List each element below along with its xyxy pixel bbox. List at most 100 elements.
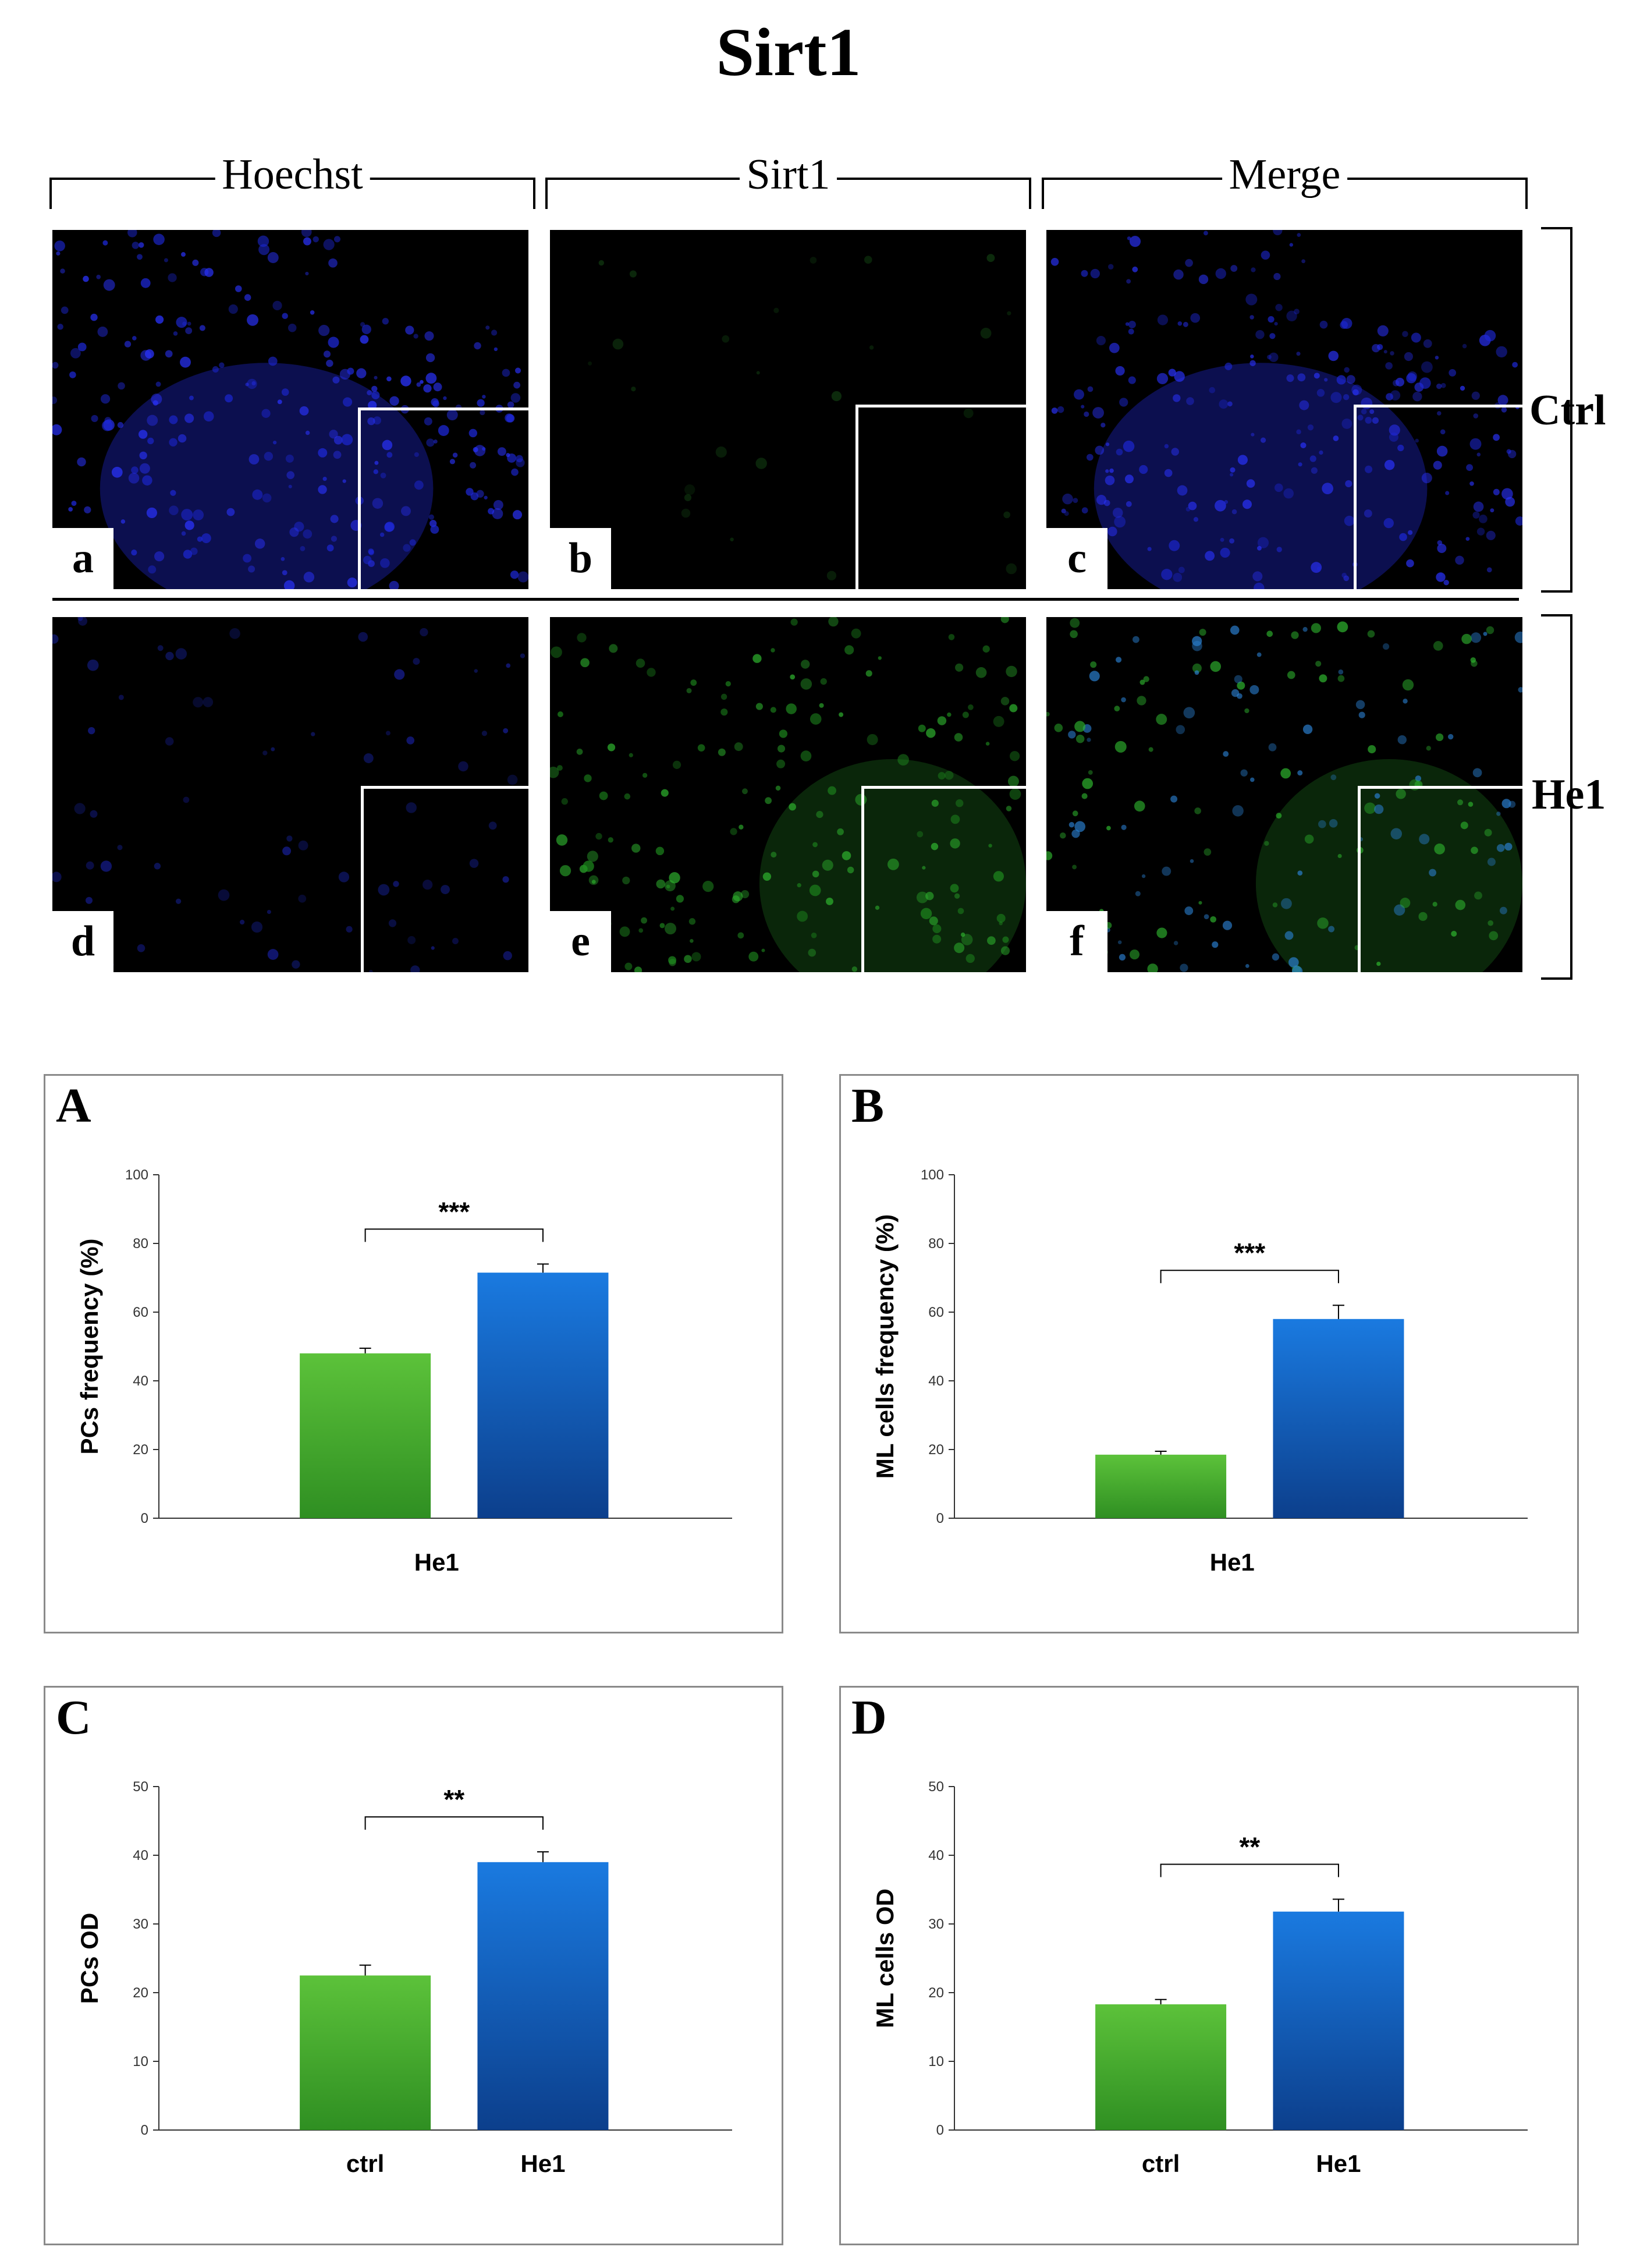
cell-nucleus bbox=[1273, 272, 1281, 281]
cell-nucleus bbox=[1106, 442, 1110, 446]
cell-nucleus bbox=[779, 729, 788, 738]
cell-nucleus bbox=[715, 446, 727, 458]
cell-nucleus bbox=[180, 252, 186, 257]
cell-nucleus bbox=[1421, 361, 1433, 373]
cell-nucleus bbox=[1297, 373, 1306, 382]
cell-nucleus bbox=[1406, 559, 1414, 568]
cell-nucleus bbox=[258, 244, 270, 256]
cell-nucleus bbox=[482, 395, 486, 399]
cell-nucleus bbox=[1471, 846, 1478, 855]
cell-nucleus bbox=[492, 508, 503, 519]
cell-nucleus bbox=[56, 251, 61, 256]
cell-nucleus bbox=[557, 765, 563, 771]
cell-nucleus bbox=[1297, 233, 1301, 237]
cell-nucleus bbox=[1383, 643, 1390, 650]
cell-nucleus bbox=[786, 703, 797, 714]
cell-nucleus bbox=[1256, 652, 1262, 657]
cell-nucleus bbox=[684, 484, 695, 495]
cell-nucleus bbox=[78, 617, 88, 626]
cell-nucleus bbox=[513, 381, 521, 389]
cell-nucleus bbox=[867, 733, 878, 746]
cell-nucleus bbox=[219, 362, 225, 368]
cell-nucleus bbox=[1330, 392, 1342, 403]
cell-nucleus bbox=[1365, 465, 1373, 473]
cell-nucleus bbox=[485, 325, 490, 330]
cell-nucleus bbox=[668, 956, 677, 965]
x-axis-label: He1 bbox=[1210, 1548, 1255, 1576]
bar-he1 bbox=[477, 1273, 609, 1518]
cell-nucleus bbox=[636, 658, 645, 668]
cell-nucleus bbox=[1493, 488, 1500, 495]
cell-nucleus bbox=[755, 703, 763, 710]
cell-nucleus bbox=[1501, 407, 1507, 413]
cell-nucleus bbox=[341, 434, 353, 445]
cell-nucleus bbox=[1057, 406, 1064, 413]
cell-nucleus bbox=[363, 555, 372, 565]
cell-nucleus bbox=[137, 254, 143, 260]
cell-nucleus bbox=[1296, 429, 1301, 435]
cell-nucleus bbox=[1298, 462, 1302, 467]
cell-nucleus bbox=[1186, 397, 1194, 405]
cell-nucleus bbox=[742, 788, 748, 795]
cell-nucleus bbox=[414, 452, 419, 458]
cell-nucleus bbox=[1288, 957, 1299, 968]
cell-nucleus bbox=[1157, 314, 1169, 325]
cell-nucleus bbox=[410, 965, 420, 972]
cell-nucleus bbox=[1193, 517, 1199, 522]
cell-nucleus bbox=[642, 772, 648, 778]
cell-nucleus bbox=[1496, 844, 1505, 852]
cell-nucleus bbox=[1324, 378, 1328, 382]
cell-nucleus bbox=[1230, 265, 1238, 272]
cell-nucleus bbox=[1112, 508, 1123, 518]
cell-nucleus bbox=[201, 533, 211, 543]
cell-nucleus bbox=[413, 658, 420, 665]
cell-nucleus bbox=[1472, 511, 1480, 519]
cell-nucleus bbox=[950, 884, 959, 893]
cell-nucleus bbox=[770, 707, 776, 713]
cell-nucleus bbox=[1234, 675, 1242, 683]
cell-nucleus bbox=[1273, 230, 1283, 236]
micrograph-b: b bbox=[550, 230, 1026, 589]
cell-nucleus bbox=[380, 558, 390, 568]
cell-nucleus bbox=[982, 645, 990, 653]
cell-nucleus bbox=[1344, 515, 1355, 526]
cell-nucleus bbox=[1132, 266, 1138, 272]
cell-nucleus bbox=[507, 774, 518, 785]
cell-nucleus bbox=[493, 499, 503, 510]
cell-nucleus bbox=[185, 327, 193, 335]
cell-nucleus bbox=[1377, 325, 1389, 336]
cell-nucleus bbox=[506, 453, 510, 458]
cell-nucleus bbox=[175, 898, 182, 904]
cell-nucleus bbox=[139, 463, 150, 474]
cell-nucleus bbox=[1297, 770, 1303, 776]
cell-nucleus bbox=[608, 837, 613, 843]
cell-nucleus bbox=[292, 960, 300, 969]
cell-nucleus bbox=[1474, 891, 1482, 900]
cell-nucleus bbox=[1419, 377, 1431, 389]
chart-panel-c: C 0 10 20 30 40 50 PCs OD ctrl He1 ** bbox=[44, 1686, 783, 2245]
figure-title: Sirt1 bbox=[716, 14, 861, 90]
cell-nucleus bbox=[184, 413, 194, 423]
cell-nucleus bbox=[468, 428, 478, 438]
cell-nucleus bbox=[926, 728, 936, 738]
cell-nucleus bbox=[414, 480, 424, 490]
cell-nucleus bbox=[955, 799, 964, 807]
cell-nucleus bbox=[686, 688, 692, 693]
cell-nucleus bbox=[869, 345, 874, 350]
cell-nucleus bbox=[367, 417, 375, 426]
cell-nucleus bbox=[1084, 411, 1089, 417]
cell-nucleus bbox=[333, 236, 340, 243]
cell-nucleus bbox=[1183, 707, 1195, 719]
micrograph-image bbox=[52, 230, 528, 589]
cell-nucleus bbox=[1497, 395, 1508, 406]
cell-nucleus bbox=[980, 328, 992, 339]
cell-nucleus bbox=[816, 810, 823, 818]
cell-nucleus bbox=[313, 236, 319, 243]
cell-nucleus bbox=[225, 394, 233, 403]
cell-nucleus bbox=[70, 348, 81, 359]
cell-nucleus bbox=[929, 916, 938, 926]
cell-nucleus bbox=[1109, 342, 1120, 353]
cell-nucleus bbox=[734, 742, 743, 752]
column-header-sirt1: Sirt1 bbox=[545, 148, 1031, 209]
cell-nucleus bbox=[619, 926, 630, 937]
